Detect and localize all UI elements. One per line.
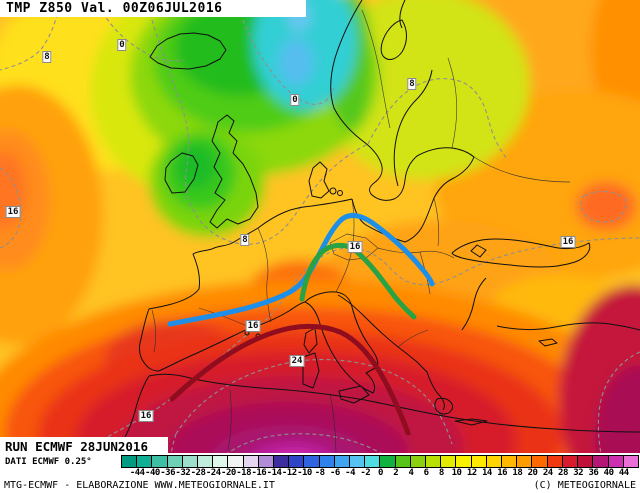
colorbar-tick: -16 — [251, 468, 267, 478]
colorbar-cell — [288, 455, 305, 468]
colorbar-cell — [333, 455, 351, 468]
colorbar-cell — [151, 455, 168, 468]
colorbar-tick: -14 — [266, 468, 282, 478]
map-title-text: TMP Z850 Val. 00Z06JUL2016 — [6, 1, 223, 16]
colorbar-cell — [212, 455, 229, 468]
colorbar-cell — [440, 455, 457, 468]
colorbar-tick: 4 — [408, 468, 414, 478]
colorbar-tick: 6 — [423, 468, 429, 478]
colorbar-cell — [303, 455, 320, 468]
colorbar-tick: 44 — [618, 468, 629, 478]
colorbar-tick: -40 — [145, 468, 160, 478]
colorbar-cell — [577, 455, 594, 468]
colorbar-tick: -24 — [205, 468, 221, 478]
colorbar-cell — [516, 455, 533, 468]
colorbar-cell — [273, 455, 290, 468]
colorbar-cell — [607, 455, 624, 468]
coastlines — [124, 0, 640, 438]
colorbar-tick: -44 — [129, 468, 145, 478]
colorbar-cell — [394, 455, 411, 468]
colorbar-cell — [227, 455, 244, 468]
colorbar-ticks: -44 -40 -36 -32 -28 -24 -20 -18 -16 -14 -12 -10 -8 -6… — [122, 468, 639, 479]
colorbar-cell — [242, 455, 259, 468]
colorbar-cell — [531, 455, 548, 468]
colorbar-cell — [622, 455, 639, 468]
colorbar-tick: -4 — [345, 468, 355, 478]
colorbar-cell — [197, 455, 214, 468]
colorbar-cell — [379, 455, 396, 468]
credit-strip: MTG-ECMWF - ELABORAZIONE WWW.METEOGIORNA… — [0, 478, 640, 493]
colorbar-tick: 8 — [438, 468, 444, 478]
colorbar-tick: -2 — [360, 468, 371, 478]
colorbar-cell — [485, 455, 503, 468]
colorbar-tick: 10 — [451, 468, 462, 478]
data-source-info: DATI ECMWF 0.25° — [0, 456, 122, 480]
colorbar-tick: -36 — [160, 468, 175, 478]
colorbar-tick: 28 — [558, 468, 568, 478]
colorbar-tick: -20 — [221, 468, 236, 478]
colorbar-tick: 32 — [573, 468, 584, 478]
colorbar-cell — [592, 455, 609, 468]
colorbar-cell — [561, 455, 579, 468]
colorbar-cell — [181, 455, 199, 468]
credit-right-text: (C) METEOGIORNALE — [533, 480, 636, 491]
colorbar-cell — [257, 455, 275, 468]
colorbar-tick: -12 — [281, 468, 297, 478]
upper-flow-arc-blue — [167, 213, 435, 327]
data-source-text: DATI ECMWF 0.25° — [5, 457, 92, 467]
colorbar-cell — [136, 455, 153, 468]
colorbar-tick: 12 — [466, 468, 477, 478]
colorbar-tick: 24 — [542, 468, 553, 478]
colorbar-tick: 18 — [512, 468, 523, 478]
colorbar-tick: 0 — [378, 468, 383, 478]
colorbar-cell — [546, 455, 563, 468]
colorbar-cell — [364, 455, 381, 468]
colorbar-cells — [121, 455, 639, 468]
colorbar-cell — [349, 455, 366, 468]
temperature-colorbar: -44 -40 -36 -32 -28 -24 -20 -18 -16 -14 -12 -10 -8 -6… — [121, 453, 640, 480]
colorbar-cell — [455, 455, 472, 468]
heat-dome-arc-dark-red — [169, 323, 411, 436]
colorbar-tick: 14 — [482, 468, 492, 478]
colorbar-cell — [501, 455, 518, 468]
colorbar-cell — [425, 455, 442, 468]
colorbar-tick: -18 — [236, 468, 252, 478]
colorbar-tick: 40 — [603, 468, 614, 478]
colorbar-cell — [409, 455, 427, 468]
colorbar-tick: 36 — [588, 468, 599, 478]
colorbar-cell — [318, 455, 335, 468]
colorbar-tick: -10 — [297, 468, 312, 478]
colorbar-tick: 20 — [527, 468, 538, 478]
colorbar-tick: 16 — [497, 468, 508, 478]
colorbar-tick: -6 — [329, 468, 340, 478]
colorbar-cell — [166, 455, 183, 468]
colorbar-tick: -32 — [175, 468, 191, 478]
colorbar-tick: -28 — [190, 468, 206, 478]
colorbar-tick: 2 — [393, 468, 399, 478]
colorbar-cell — [121, 455, 138, 468]
colorbar-tick: -8 — [314, 468, 325, 478]
credit-left-text: MTG-ECMWF - ELABORAZIONE WWW.METEOGIORNA… — [4, 480, 275, 491]
colorbar-cell — [470, 455, 487, 468]
map-title: TMP Z850 Val. 00Z06JUL2016 — [0, 0, 306, 17]
